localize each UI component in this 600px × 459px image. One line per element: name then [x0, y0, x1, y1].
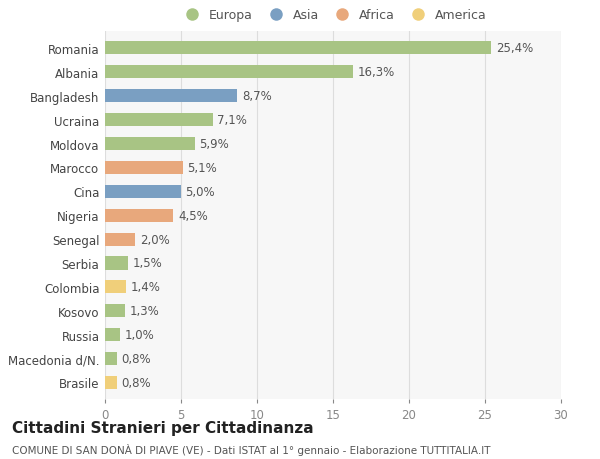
Bar [105, 209, 173, 222]
Bar [105, 66, 353, 79]
Bar [105, 162, 182, 174]
Text: 4,5%: 4,5% [178, 209, 208, 222]
Text: 8,7%: 8,7% [242, 90, 272, 103]
Bar [105, 114, 213, 127]
Bar [105, 233, 136, 246]
Text: 1,5%: 1,5% [133, 257, 162, 270]
Text: 7,1%: 7,1% [217, 114, 247, 127]
Text: Cittadini Stranieri per Cittadinanza: Cittadini Stranieri per Cittadinanza [12, 420, 314, 435]
Text: 1,3%: 1,3% [130, 305, 159, 318]
Bar [105, 305, 125, 318]
Text: 1,0%: 1,0% [125, 329, 155, 341]
Bar [105, 42, 491, 56]
Text: 5,9%: 5,9% [199, 138, 229, 151]
Text: 0,8%: 0,8% [122, 376, 151, 389]
Bar [105, 352, 117, 365]
Text: 2,0%: 2,0% [140, 233, 170, 246]
Text: 5,1%: 5,1% [187, 162, 217, 174]
Text: 1,4%: 1,4% [131, 281, 161, 294]
Bar [105, 185, 181, 198]
Bar [105, 138, 194, 151]
Bar [105, 90, 237, 103]
Text: 5,0%: 5,0% [185, 185, 215, 198]
Text: COMUNE DI SAN DONÀ DI PIAVE (VE) - Dati ISTAT al 1° gennaio - Elaborazione TUTTI: COMUNE DI SAN DONÀ DI PIAVE (VE) - Dati … [12, 443, 491, 455]
Bar [105, 257, 128, 270]
Text: 25,4%: 25,4% [496, 42, 533, 55]
Legend: Europa, Asia, Africa, America: Europa, Asia, Africa, America [179, 9, 487, 22]
Text: 16,3%: 16,3% [358, 66, 395, 79]
Bar [105, 281, 126, 294]
Text: 0,8%: 0,8% [122, 353, 151, 365]
Bar [105, 376, 117, 389]
Bar [105, 328, 120, 341]
